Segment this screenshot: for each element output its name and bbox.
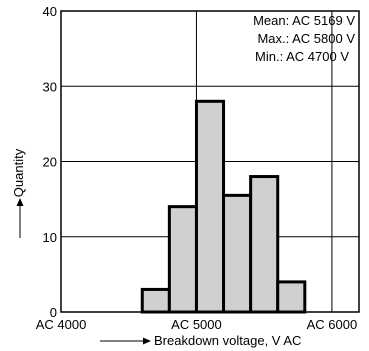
annotation-mean: Mean: AC 5169 V — [253, 13, 355, 28]
annotation-max: Max.: AC 5800 V — [257, 31, 355, 46]
y-axis-label: Quantity — [11, 148, 26, 197]
histogram-bar — [167, 205, 198, 314]
y-tick-label: 0 — [50, 305, 57, 320]
histogram-bar — [276, 280, 307, 314]
histogram-bar — [194, 99, 226, 314]
y-tick-label: 40 — [43, 4, 57, 19]
ticks-layer: 0 10 20 30 40 AC 4000 AC 5000 AC 6000 — [36, 4, 358, 332]
annotation-min: Min.: AC 4700 V — [255, 49, 349, 64]
x-axis-label: Breakdown voltage, V AC — [154, 333, 301, 348]
histogram-bar — [222, 193, 253, 314]
plot-frame — [60, 10, 360, 313]
y-axis-label-group: Quantity — [11, 148, 26, 238]
y-tick-label: 20 — [43, 155, 57, 170]
histogram-bar — [140, 287, 171, 314]
x-tick-label: AC 6000 — [307, 317, 358, 332]
x-tick-label: AC 4000 — [36, 317, 87, 332]
y-tick-label: 30 — [43, 79, 57, 94]
y-tick-label: 10 — [43, 230, 57, 245]
x-axis-arrowhead-icon — [143, 337, 151, 345]
x-axis-label-group: Breakdown voltage, V AC — [100, 333, 301, 348]
x-tick-label: AC 5000 — [171, 317, 222, 332]
histogram-bar — [249, 175, 280, 314]
y-axis-arrowhead-icon — [16, 198, 24, 206]
stats-annotations: Mean: AC 5169 V Max.: AC 5800 V Min.: AC… — [253, 13, 355, 64]
bars-layer — [140, 99, 307, 314]
